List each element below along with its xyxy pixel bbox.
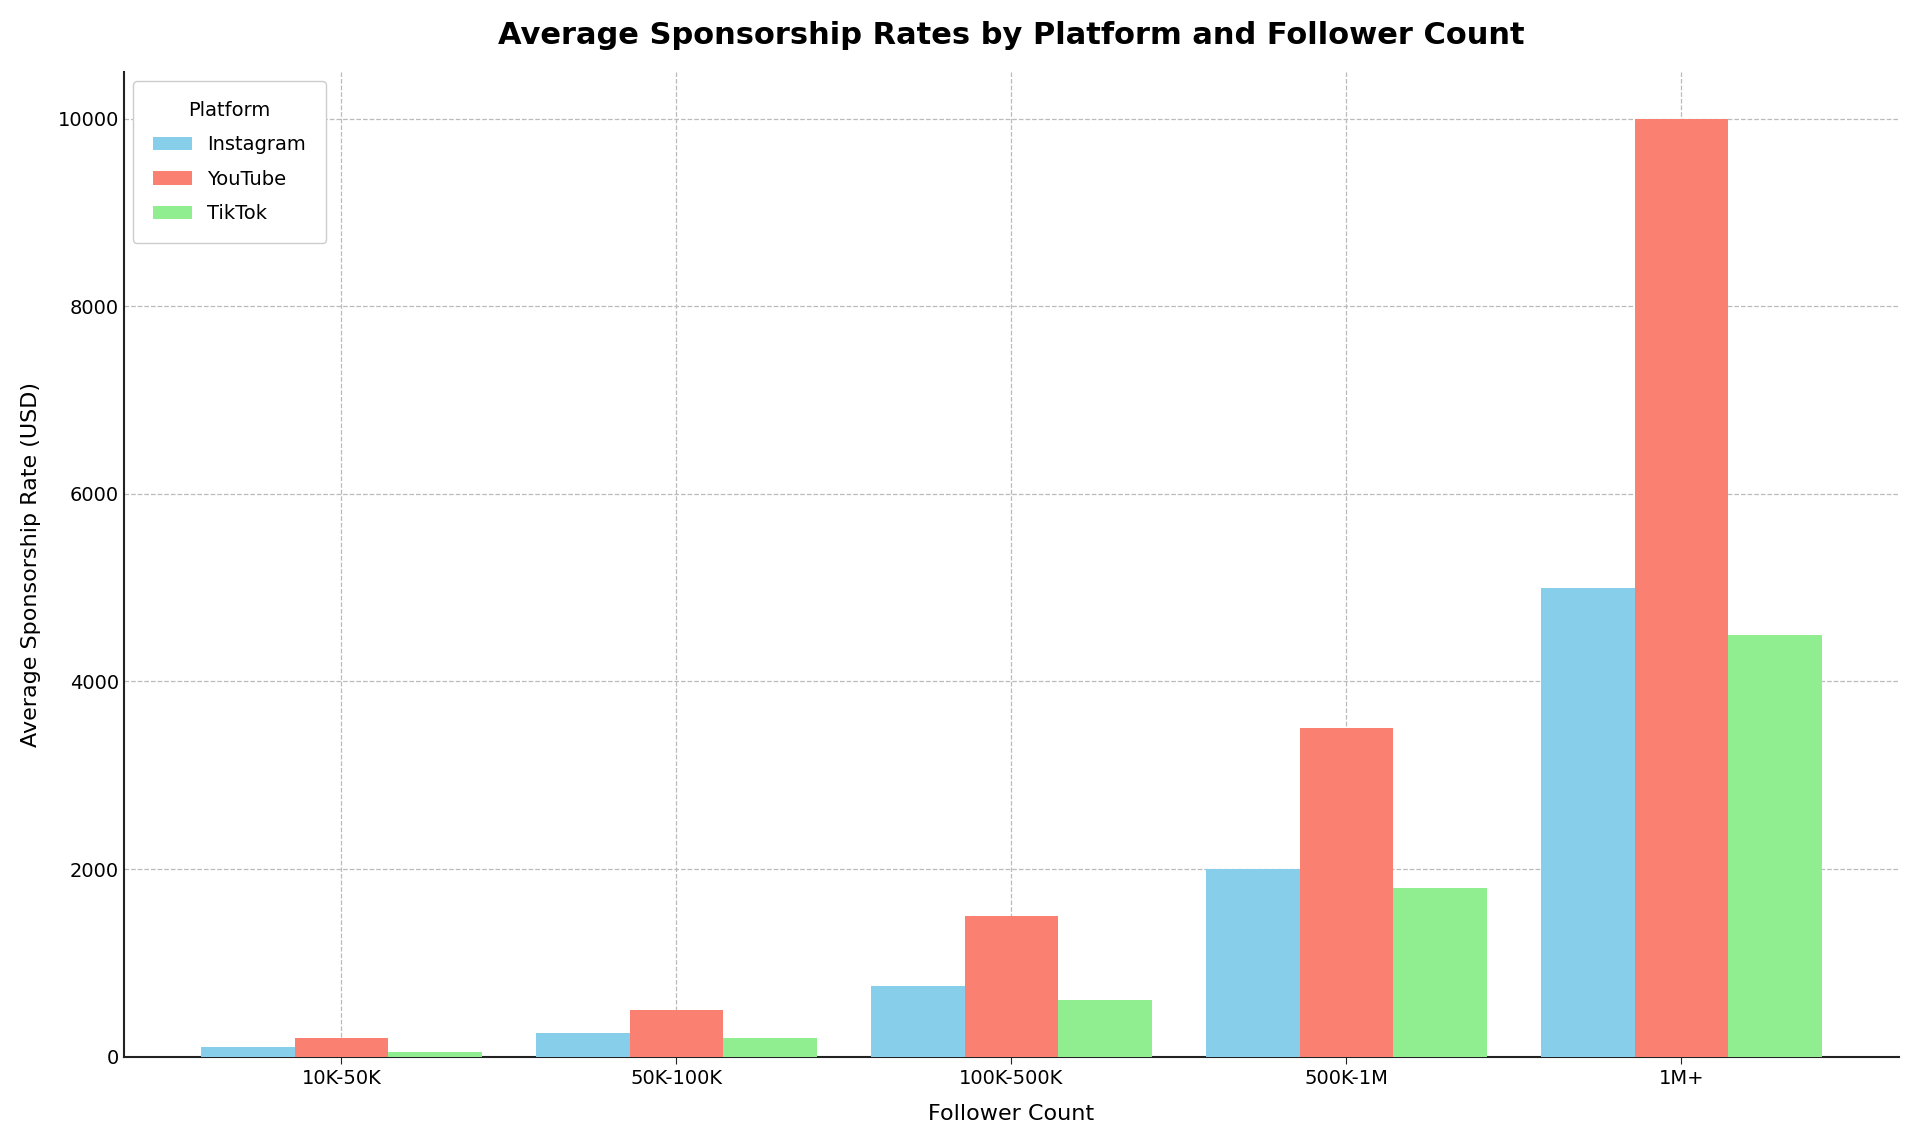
Bar [1058, 1001, 1152, 1057]
Bar [294, 1037, 388, 1057]
Bar [1540, 587, 1634, 1057]
Bar [1394, 887, 1488, 1057]
Bar [964, 916, 1058, 1057]
Bar [1728, 634, 1822, 1057]
Bar [872, 986, 964, 1057]
Bar [1206, 869, 1300, 1057]
Bar [1300, 728, 1394, 1057]
Legend: Instagram, YouTube, TikTok: Instagram, YouTube, TikTok [134, 81, 326, 243]
Bar [536, 1033, 630, 1057]
Bar [388, 1052, 482, 1057]
X-axis label: Follower Count: Follower Count [929, 1104, 1094, 1124]
Bar [202, 1048, 294, 1057]
Title: Average Sponsorship Rates by Platform and Follower Count: Average Sponsorship Rates by Platform an… [497, 21, 1524, 50]
Y-axis label: Average Sponsorship Rate (USD): Average Sponsorship Rate (USD) [21, 381, 40, 747]
Bar [630, 1010, 724, 1057]
Bar [724, 1037, 818, 1057]
Bar [1634, 119, 1728, 1057]
